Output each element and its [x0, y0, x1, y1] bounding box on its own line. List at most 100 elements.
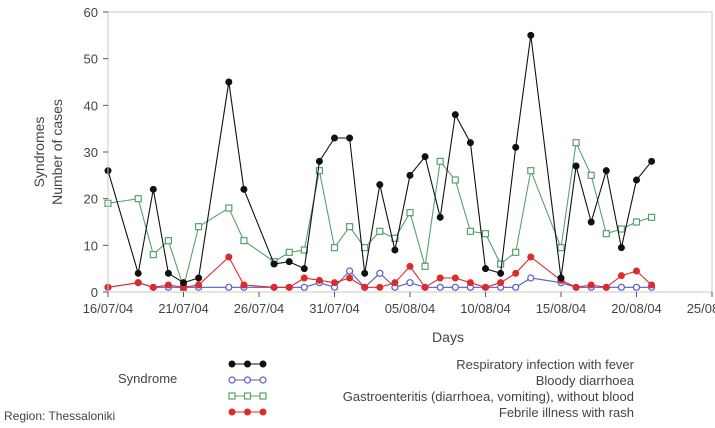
data-point: [497, 279, 505, 287]
data-point: [134, 279, 142, 287]
data-point: [164, 281, 172, 289]
data-point: [376, 227, 384, 235]
x-tick-label: 26/07/04: [234, 301, 285, 316]
data-point: [436, 213, 444, 221]
legend-marker: [228, 376, 236, 384]
data-point: [149, 185, 157, 193]
y-tick-label: 0: [91, 285, 98, 300]
legend-marker: [228, 360, 236, 368]
data-point: [497, 260, 505, 268]
data-point: [587, 218, 595, 226]
legend-marker: [243, 376, 252, 384]
legend-marker: [228, 408, 236, 416]
data-point: [466, 139, 474, 147]
data-point: [346, 267, 354, 275]
axis-layer: 0 10 20 30 40 50 60 16/07/04 21/07/04 26/07/04 31/…: [31, 5, 715, 345]
data-point: [602, 167, 610, 175]
data-point: [497, 269, 505, 277]
data-point: [572, 283, 580, 291]
legend-marker: [244, 360, 251, 368]
data-point: [451, 176, 459, 184]
data-point: [481, 230, 490, 238]
data-point: [240, 281, 248, 289]
data-point: [376, 283, 384, 291]
data-point: [376, 269, 384, 277]
data-point: [270, 260, 278, 268]
x-axis-title: Days: [432, 329, 464, 345]
footnote: Region: Thessaloniki: [4, 409, 115, 423]
data-point: [331, 279, 338, 287]
data-point: [527, 167, 535, 175]
x-tick-label: 15/08/04: [536, 301, 587, 316]
legend-marker: [228, 392, 236, 400]
data-point: [436, 283, 444, 291]
data-point: [391, 246, 399, 254]
data-point: [300, 283, 308, 291]
data-point: [436, 157, 444, 165]
data-point: [512, 143, 520, 151]
data-point: [421, 283, 429, 291]
data-point: [285, 258, 293, 266]
data-point: [149, 251, 157, 259]
y-tick-label: 30: [84, 145, 98, 160]
data-point: [315, 167, 323, 175]
data-point: [557, 274, 565, 282]
legend-item: Respiratory infection with fever: [228, 357, 635, 372]
y-tick-label: 40: [84, 98, 98, 113]
data-point: [466, 227, 474, 235]
data-point: [300, 265, 308, 273]
data-point: [134, 269, 142, 277]
data-point: [240, 237, 248, 245]
legend-title: Syndrome: [118, 371, 177, 386]
data-point: [648, 281, 656, 289]
legend-marker: [259, 392, 267, 400]
data-point: [406, 262, 414, 270]
data-point: [466, 279, 474, 287]
data-point: [647, 213, 656, 221]
data-point: [436, 274, 444, 282]
data-point: [164, 237, 172, 245]
data-point: [421, 153, 429, 161]
data-point: [195, 281, 203, 289]
legend-marker: [259, 408, 267, 416]
data-point: [527, 253, 535, 261]
data-point: [149, 283, 157, 291]
data-point: [482, 265, 489, 273]
y-tick-label: 10: [84, 238, 98, 253]
x-tick-label: 25/08/04: [687, 301, 715, 316]
data-point: [482, 283, 489, 291]
legend-marker: [259, 360, 267, 368]
data-point: [331, 134, 338, 142]
data-point: [617, 225, 626, 233]
x-tick-label: 10/08/04: [460, 301, 511, 316]
data-point: [617, 283, 626, 291]
legend-label: Gastroenteritis (diarrhoea, vomiting), w…: [343, 389, 634, 404]
legend-item: Febrile illness with rash: [228, 405, 634, 420]
data-point: [361, 283, 369, 291]
data-point: [346, 134, 354, 142]
data-point: [240, 185, 248, 193]
legend: Syndrome Respiratory infection with fever…: [118, 357, 635, 420]
data-point: [225, 283, 233, 291]
data-point: [451, 283, 459, 291]
legend-label: Bloody diarrhoea: [536, 373, 635, 388]
data-point: [300, 274, 308, 282]
legend-item: Bloody diarrhoea: [228, 373, 635, 388]
data-point: [632, 283, 641, 291]
x-tick-label: 20/08/04: [611, 301, 662, 316]
data-point: [617, 272, 625, 280]
data-point: [451, 274, 459, 282]
data-point: [527, 274, 535, 282]
data-point: [330, 244, 339, 252]
plot-layer: [104, 31, 656, 291]
data-point: [421, 262, 429, 270]
legend-item: Gastroenteritis (diarrhoea, vomiting), w…: [228, 389, 634, 404]
data-point: [164, 269, 172, 277]
data-point: [406, 209, 414, 217]
x-tick-label: 05/08/04: [385, 301, 436, 316]
data-point: [315, 157, 323, 165]
legend-marker: [243, 392, 252, 400]
data-point: [285, 283, 293, 291]
